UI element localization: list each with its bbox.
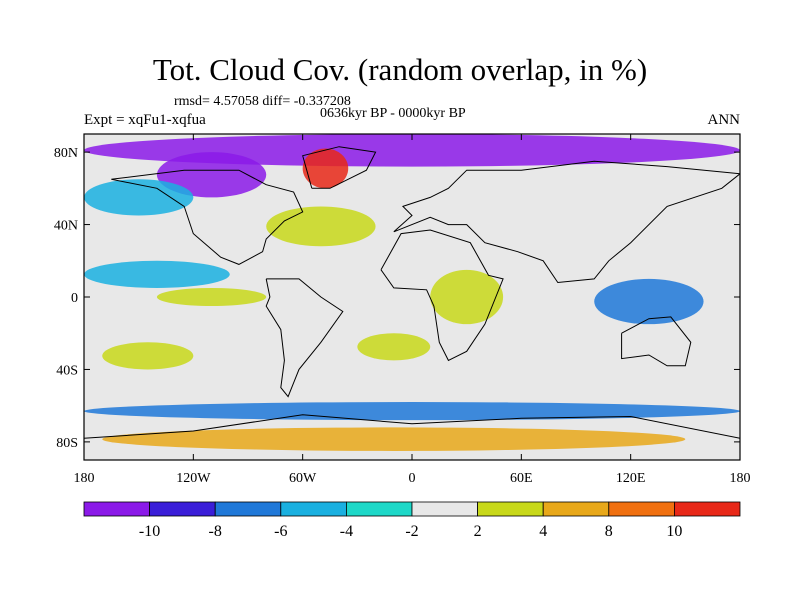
colorbar-swatch xyxy=(83,501,150,517)
colorbar-swatch xyxy=(674,501,741,517)
coastline-1 xyxy=(265,278,344,398)
x-tick-label: 60E xyxy=(510,471,533,486)
chart-title: Tot. Cloud Cov. (random overlap, in %) xyxy=(152,52,648,87)
colorbar-swatch xyxy=(214,501,282,517)
experiment-label: Expt = xqFu1-xqfua xyxy=(84,112,206,128)
colorbar-swatch xyxy=(345,501,413,517)
colorbar-label: -4 xyxy=(340,523,353,540)
colorbar-label: 2 xyxy=(474,523,482,540)
region-tropical-pacific-decrease xyxy=(84,260,230,288)
region-greenland-increase xyxy=(302,148,349,189)
coastlines xyxy=(84,146,740,439)
colorbar-label: 10 xyxy=(666,523,682,540)
region-canada-decrease xyxy=(156,152,267,198)
region-antarctic-increase xyxy=(102,427,686,451)
y-tick-label: 80N xyxy=(54,146,78,161)
colorbar-swatch xyxy=(542,501,610,517)
coastline-4 xyxy=(393,160,740,284)
coastline-6 xyxy=(84,414,740,439)
colorbar-label: 4 xyxy=(539,523,547,540)
coastline-5 xyxy=(621,316,692,367)
colorbar-label: -10 xyxy=(139,523,160,540)
colorbar-label: -2 xyxy=(405,523,418,540)
map-field xyxy=(84,134,740,460)
colorbar-swatch xyxy=(280,501,347,517)
colorbar-swatch xyxy=(477,501,544,517)
region-east-pacific-increase xyxy=(156,287,267,307)
colorbar-label: 8 xyxy=(605,523,613,540)
region-west-pacific-decrease xyxy=(594,278,704,325)
stats-subtitle: rmsd= 4.57058 diff= -0.337208 xyxy=(174,94,351,109)
y-tick-label: 40N xyxy=(54,219,78,234)
colorbar-swatch xyxy=(149,501,216,517)
region-north-pacific-decrease xyxy=(84,179,194,216)
coastline-0 xyxy=(111,169,304,265)
colorbar-swatch xyxy=(608,501,675,517)
season-label: ANN xyxy=(707,112,741,128)
coastline-3 xyxy=(380,229,504,362)
region-south-pacific-increase xyxy=(102,342,194,370)
region-south-atlantic-increase xyxy=(357,333,431,361)
colorbar: -10 -8 -6 -4 -2 2 4 8 10 xyxy=(83,501,741,540)
coastline-2 xyxy=(302,146,377,189)
x-tick-label: 180 xyxy=(74,471,95,486)
y-tick-label: 40S xyxy=(56,363,78,378)
x-tick-label: 120W xyxy=(176,471,211,486)
y-tick-label: 0 xyxy=(71,291,78,306)
x-tick-label: 120E xyxy=(616,471,646,486)
region-africa-increase xyxy=(430,269,504,325)
axis-ticks: 80N 40N 0 40S 80S 180 120W 60W 0 60E 120E 180 xyxy=(54,134,751,486)
x-tick-label: 180 xyxy=(730,471,751,486)
x-tick-label: 0 xyxy=(409,471,416,486)
period-subtitle: 0636kyr BP - 0000kyr BP xyxy=(320,106,466,121)
region-north-atlantic-increase xyxy=(266,206,376,247)
colorbar-label: -6 xyxy=(274,523,287,540)
y-tick-label: 80S xyxy=(56,436,78,451)
colorbar-label: -8 xyxy=(209,523,222,540)
colorbar-swatch xyxy=(411,501,478,517)
region-southern-ocean-decrease xyxy=(84,402,740,421)
x-tick-label: 60W xyxy=(289,471,317,486)
